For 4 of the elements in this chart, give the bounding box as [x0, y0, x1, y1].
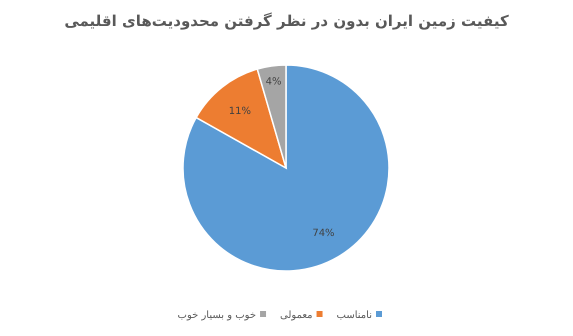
legend-label: معمولی [280, 310, 313, 321]
legend-label: خوب و بسیار خوب [178, 310, 256, 321]
title: کیفیت زمین ایران بدون در نظر گرفتن محدودیت‌های اقلیمی [64, 12, 509, 30]
legend-label: نامناسب [336, 310, 372, 321]
